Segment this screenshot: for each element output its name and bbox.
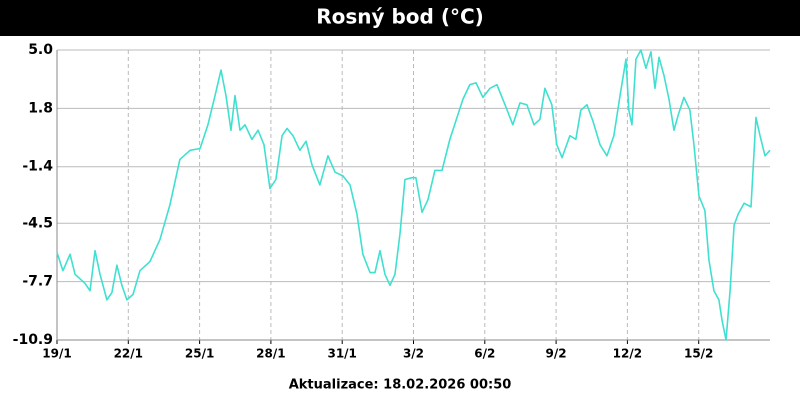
y-tick-label: -10.9 [13, 332, 53, 348]
footer: Aktualizace: 18.02.2026 00:50 [289, 378, 512, 393]
y-tick-label: -1.4 [22, 159, 53, 175]
x-tick-label: 3/2 [403, 347, 424, 361]
x-tick-label: 28/1 [256, 347, 285, 361]
chart-title: Rosný bod (°C) [316, 5, 484, 29]
y-tick-label: -7.7 [22, 274, 53, 290]
x-tick-label: 12/2 [613, 347, 642, 361]
x-tick-label: 25/1 [185, 347, 214, 361]
x-tick-label: 15/2 [684, 347, 713, 361]
x-tick-label: 19/1 [42, 347, 71, 361]
data-line [56, 49, 771, 341]
y-tick-label: 1.8 [28, 100, 53, 116]
y-tick-label: 5.0 [28, 42, 53, 58]
x-tick-label: 31/1 [327, 347, 356, 361]
x-tick-label: 6/2 [474, 347, 495, 361]
title-bar [0, 0, 800, 36]
y-tick-label: -4.5 [22, 215, 53, 231]
x-tick-label: 22/1 [114, 347, 143, 361]
x-tick-label: 9/2 [546, 347, 567, 361]
